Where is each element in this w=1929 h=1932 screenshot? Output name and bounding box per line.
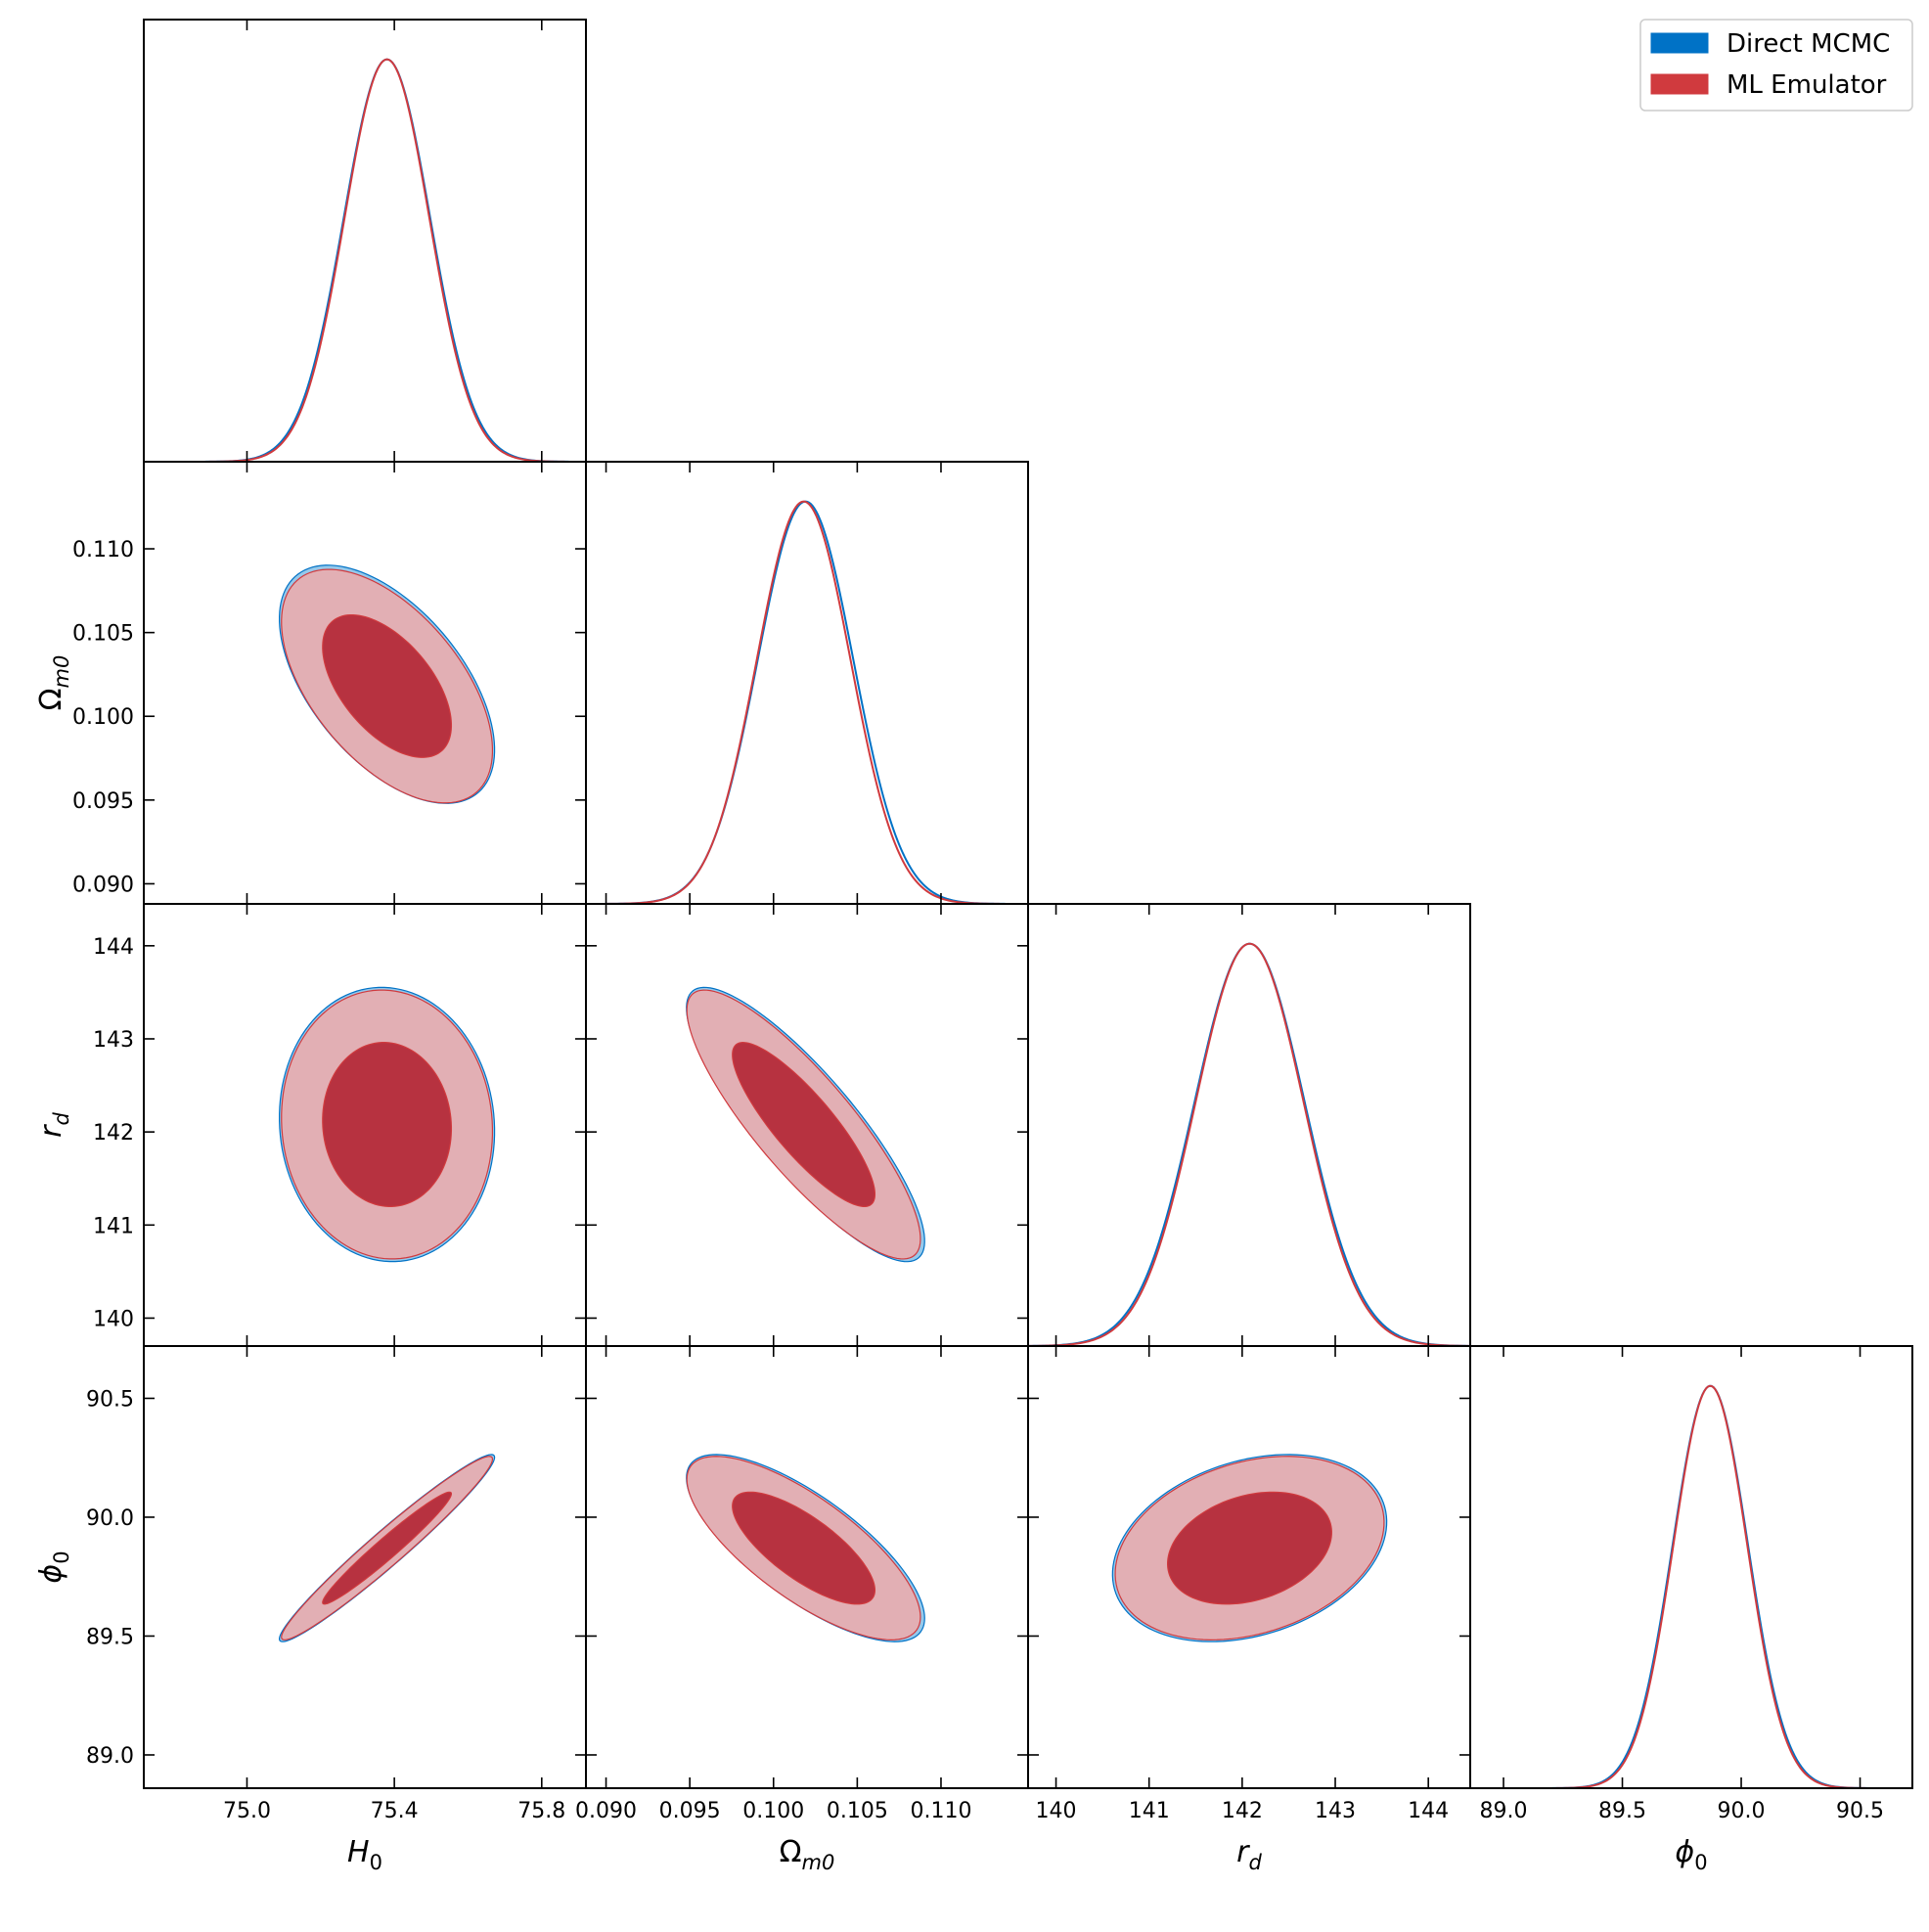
marginal-curve-direct-mcmc-H0 bbox=[144, 58, 586, 462]
contour-inner-ml-emulator-rd-Om bbox=[732, 1042, 876, 1208]
legend-swatch-direct-mcmc bbox=[1650, 32, 1709, 54]
y-tick-label-phi0: 89.5 bbox=[86, 1625, 134, 1649]
marginal-curve-ml-emulator-rd bbox=[1028, 942, 1470, 1346]
x-tick-label-phi0: 89.0 bbox=[1480, 1799, 1528, 1823]
x-tick-label-H0: 75.4 bbox=[371, 1799, 419, 1823]
y-tick-label-rd: 142 bbox=[93, 1121, 134, 1146]
x-tick-label-phi0: 89.5 bbox=[1598, 1799, 1646, 1823]
y-tick-label-phi0: 90.0 bbox=[86, 1506, 134, 1531]
y-axis-label-phi0: ϕ0 bbox=[34, 1550, 73, 1583]
panel-phi0-Om: 0.090 0.095 0.100 0.105 0.110 bbox=[575, 1345, 1029, 1823]
panel-rd-rd bbox=[1027, 903, 1471, 1347]
legend-swatch-ml-emulator bbox=[1650, 73, 1709, 95]
x-axis-label-phi0: ϕ0 bbox=[1675, 1835, 1707, 1874]
x-tick-label-rd: 142 bbox=[1222, 1799, 1263, 1823]
panel-frame bbox=[1469, 1345, 1913, 1789]
y-axis-label-Om: Ωm0 bbox=[34, 655, 73, 711]
legend-label-ml-emulator: ML Emulator bbox=[1727, 70, 1887, 100]
marginal-curve-direct-mcmc-phi0 bbox=[1470, 1384, 1912, 1788]
marginal-curve-ml-emulator-phi0 bbox=[1470, 1384, 1912, 1788]
x-tick-label-Om: 0.100 bbox=[742, 1799, 804, 1823]
panel-phi0-phi0: 89.0 89.5 90.0 90.5 bbox=[1469, 1345, 1913, 1823]
y-tick-label-rd: 140 bbox=[93, 1307, 134, 1331]
panel-Om-H0: 0.090 0.095 0.100 0.105 0.110 bbox=[72, 461, 587, 905]
x-axis-label-Om: Ωm0 bbox=[780, 1835, 835, 1874]
x-tick-label-rd: 144 bbox=[1408, 1799, 1449, 1823]
contour-inner-ml-emulator-phi0-rd bbox=[1166, 1491, 1332, 1605]
contour-inner-ml-emulator-rd-H0 bbox=[322, 1042, 453, 1207]
panel-H0-H0 bbox=[143, 19, 587, 463]
x-tick-label-Om: 0.105 bbox=[827, 1799, 888, 1823]
x-tick-label-Om: 0.090 bbox=[575, 1799, 637, 1823]
legend-label-direct-mcmc: Direct MCMC bbox=[1727, 29, 1890, 59]
x-tick-label-H0: 75.0 bbox=[223, 1799, 271, 1823]
panel-rd-Om bbox=[585, 903, 1029, 1347]
x-tick-label-rd: 140 bbox=[1036, 1799, 1077, 1823]
y-tick-label-Om: 0.095 bbox=[72, 789, 134, 814]
y-tick-label-phi0: 90.5 bbox=[86, 1387, 134, 1412]
y-tick-label-Om: 0.105 bbox=[72, 622, 134, 647]
y-tick-label-Om: 0.100 bbox=[72, 705, 134, 730]
y-axis-label-rd: rd bbox=[34, 1112, 73, 1138]
marginal-curve-ml-emulator-H0 bbox=[144, 58, 586, 462]
y-tick-label-Om: 0.110 bbox=[72, 538, 134, 562]
marginal-curve-direct-mcmc-rd bbox=[1028, 942, 1470, 1346]
panels-group: 0.090 0.095 0.100 0.105 0.110 140 141 142 143 144… bbox=[34, 19, 1913, 1874]
x-axis-label-H0: H0 bbox=[347, 1835, 382, 1874]
x-tick-label-Om: 0.110 bbox=[910, 1799, 971, 1823]
legend: Direct MCMC ML Emulator bbox=[1639, 19, 1913, 112]
panel-frame bbox=[585, 461, 1029, 905]
y-tick-label-phi0: 89.0 bbox=[86, 1744, 134, 1769]
marginal-curve-ml-emulator-Om bbox=[586, 500, 1028, 904]
panel-phi0-rd: 140 141 142 143 144 bbox=[1027, 1345, 1471, 1823]
panel-Om-Om bbox=[585, 461, 1029, 905]
contour-inner-ml-emulator-phi0-H0 bbox=[322, 1491, 453, 1605]
panel-frame bbox=[143, 19, 587, 463]
y-tick-label-Om: 0.090 bbox=[72, 873, 134, 897]
panel-frame bbox=[1027, 903, 1471, 1347]
x-axis-label-rd: rd bbox=[1236, 1835, 1262, 1874]
y-tick-label-rd: 141 bbox=[93, 1214, 134, 1238]
x-tick-label-phi0: 90.0 bbox=[1718, 1799, 1766, 1823]
panel-phi0-H0: 75.0 75.4 75.8 89.0 89.5 90.0 90.5 bbox=[86, 1345, 587, 1823]
x-tick-label-phi0: 90.5 bbox=[1836, 1799, 1884, 1823]
panel-rd-H0: 140 141 142 143 144 bbox=[93, 903, 587, 1347]
y-tick-label-rd: 144 bbox=[93, 935, 134, 960]
x-tick-label-H0: 75.8 bbox=[517, 1799, 565, 1823]
x-tick-label-rd: 141 bbox=[1129, 1799, 1170, 1823]
x-tick-label-Om: 0.095 bbox=[659, 1799, 721, 1823]
x-tick-label-rd: 143 bbox=[1315, 1799, 1356, 1823]
y-tick-label-rd: 143 bbox=[93, 1028, 134, 1053]
marginal-curve-direct-mcmc-Om bbox=[586, 500, 1028, 904]
contour-inner-ml-emulator-phi0-Om bbox=[732, 1491, 876, 1605]
contour-inner-ml-emulator-Om-H0 bbox=[322, 613, 453, 758]
